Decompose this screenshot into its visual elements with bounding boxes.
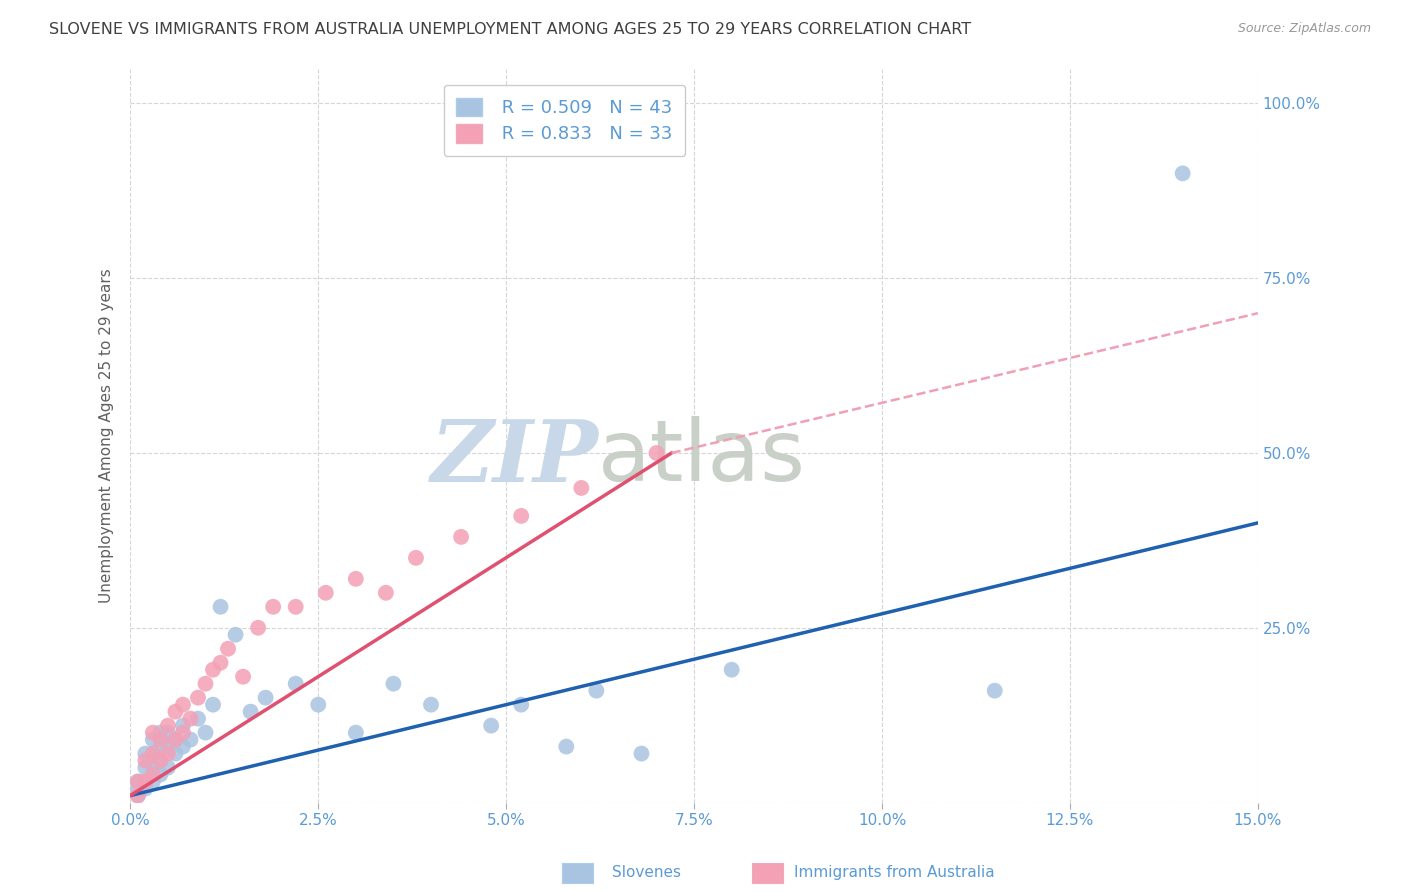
Point <box>187 712 209 726</box>
Point <box>142 774 165 789</box>
Point <box>127 781 149 796</box>
Point <box>134 781 156 796</box>
Point <box>405 550 427 565</box>
Text: atlas: atlas <box>598 416 806 499</box>
Point <box>134 754 156 768</box>
Point <box>149 739 172 754</box>
Point <box>179 732 201 747</box>
Point <box>510 698 533 712</box>
Point <box>179 712 201 726</box>
Point <box>284 676 307 690</box>
Point <box>127 789 149 803</box>
Point <box>254 690 277 705</box>
Point <box>247 621 270 635</box>
Point <box>510 508 533 523</box>
Text: Source: ZipAtlas.com: Source: ZipAtlas.com <box>1237 22 1371 36</box>
Point <box>134 774 156 789</box>
Point <box>382 676 405 690</box>
Point <box>172 725 194 739</box>
Point <box>165 705 187 719</box>
Point <box>142 747 165 761</box>
Point <box>1171 166 1194 180</box>
Point <box>149 767 172 781</box>
Point <box>156 739 179 754</box>
Point <box>156 747 179 761</box>
Point <box>225 628 247 642</box>
Point <box>165 747 187 761</box>
Point <box>984 683 1007 698</box>
Point <box>284 599 307 614</box>
Point <box>127 774 149 789</box>
Point <box>720 663 742 677</box>
Point <box>142 725 165 739</box>
Point <box>172 739 194 754</box>
Point <box>149 754 172 768</box>
Point <box>172 698 194 712</box>
Point <box>172 718 194 732</box>
Point <box>194 676 217 690</box>
Point <box>569 481 592 495</box>
Point <box>202 663 225 677</box>
Point <box>134 761 156 775</box>
Point <box>134 774 156 789</box>
Point <box>156 718 179 732</box>
Point <box>156 725 179 739</box>
Point <box>134 747 156 761</box>
Point <box>555 739 578 754</box>
Y-axis label: Unemployment Among Ages 25 to 29 years: Unemployment Among Ages 25 to 29 years <box>100 268 114 603</box>
Point <box>450 530 472 544</box>
Point <box>142 747 165 761</box>
Point <box>202 698 225 712</box>
Point <box>315 586 337 600</box>
Point <box>374 586 396 600</box>
Point <box>307 698 329 712</box>
Point <box>239 705 262 719</box>
Text: ZIP: ZIP <box>430 416 598 500</box>
Point <box>209 599 232 614</box>
Point <box>262 599 284 614</box>
Point <box>149 732 172 747</box>
Point <box>209 656 232 670</box>
Point <box>630 747 652 761</box>
Point <box>344 572 367 586</box>
Point <box>344 725 367 739</box>
Point <box>149 754 172 768</box>
Point <box>142 767 165 781</box>
Point <box>142 761 165 775</box>
Text: Slovenes: Slovenes <box>612 865 681 880</box>
Point <box>165 732 187 747</box>
Text: Immigrants from Australia: Immigrants from Australia <box>794 865 995 880</box>
Text: SLOVENE VS IMMIGRANTS FROM AUSTRALIA UNEMPLOYMENT AMONG AGES 25 TO 29 YEARS CORR: SLOVENE VS IMMIGRANTS FROM AUSTRALIA UNE… <box>49 22 972 37</box>
Point <box>420 698 443 712</box>
Point <box>187 690 209 705</box>
Point <box>142 732 165 747</box>
Point <box>165 732 187 747</box>
Legend:  R = 0.509   N = 43,  R = 0.833   N = 33: R = 0.509 N = 43, R = 0.833 N = 33 <box>444 85 685 156</box>
Point <box>127 774 149 789</box>
Point <box>645 446 668 460</box>
Point <box>127 789 149 803</box>
Point <box>585 683 607 698</box>
Point <box>194 725 217 739</box>
Point <box>156 761 179 775</box>
Point <box>232 670 254 684</box>
Point <box>479 718 502 732</box>
Point <box>217 641 239 656</box>
Point <box>149 725 172 739</box>
